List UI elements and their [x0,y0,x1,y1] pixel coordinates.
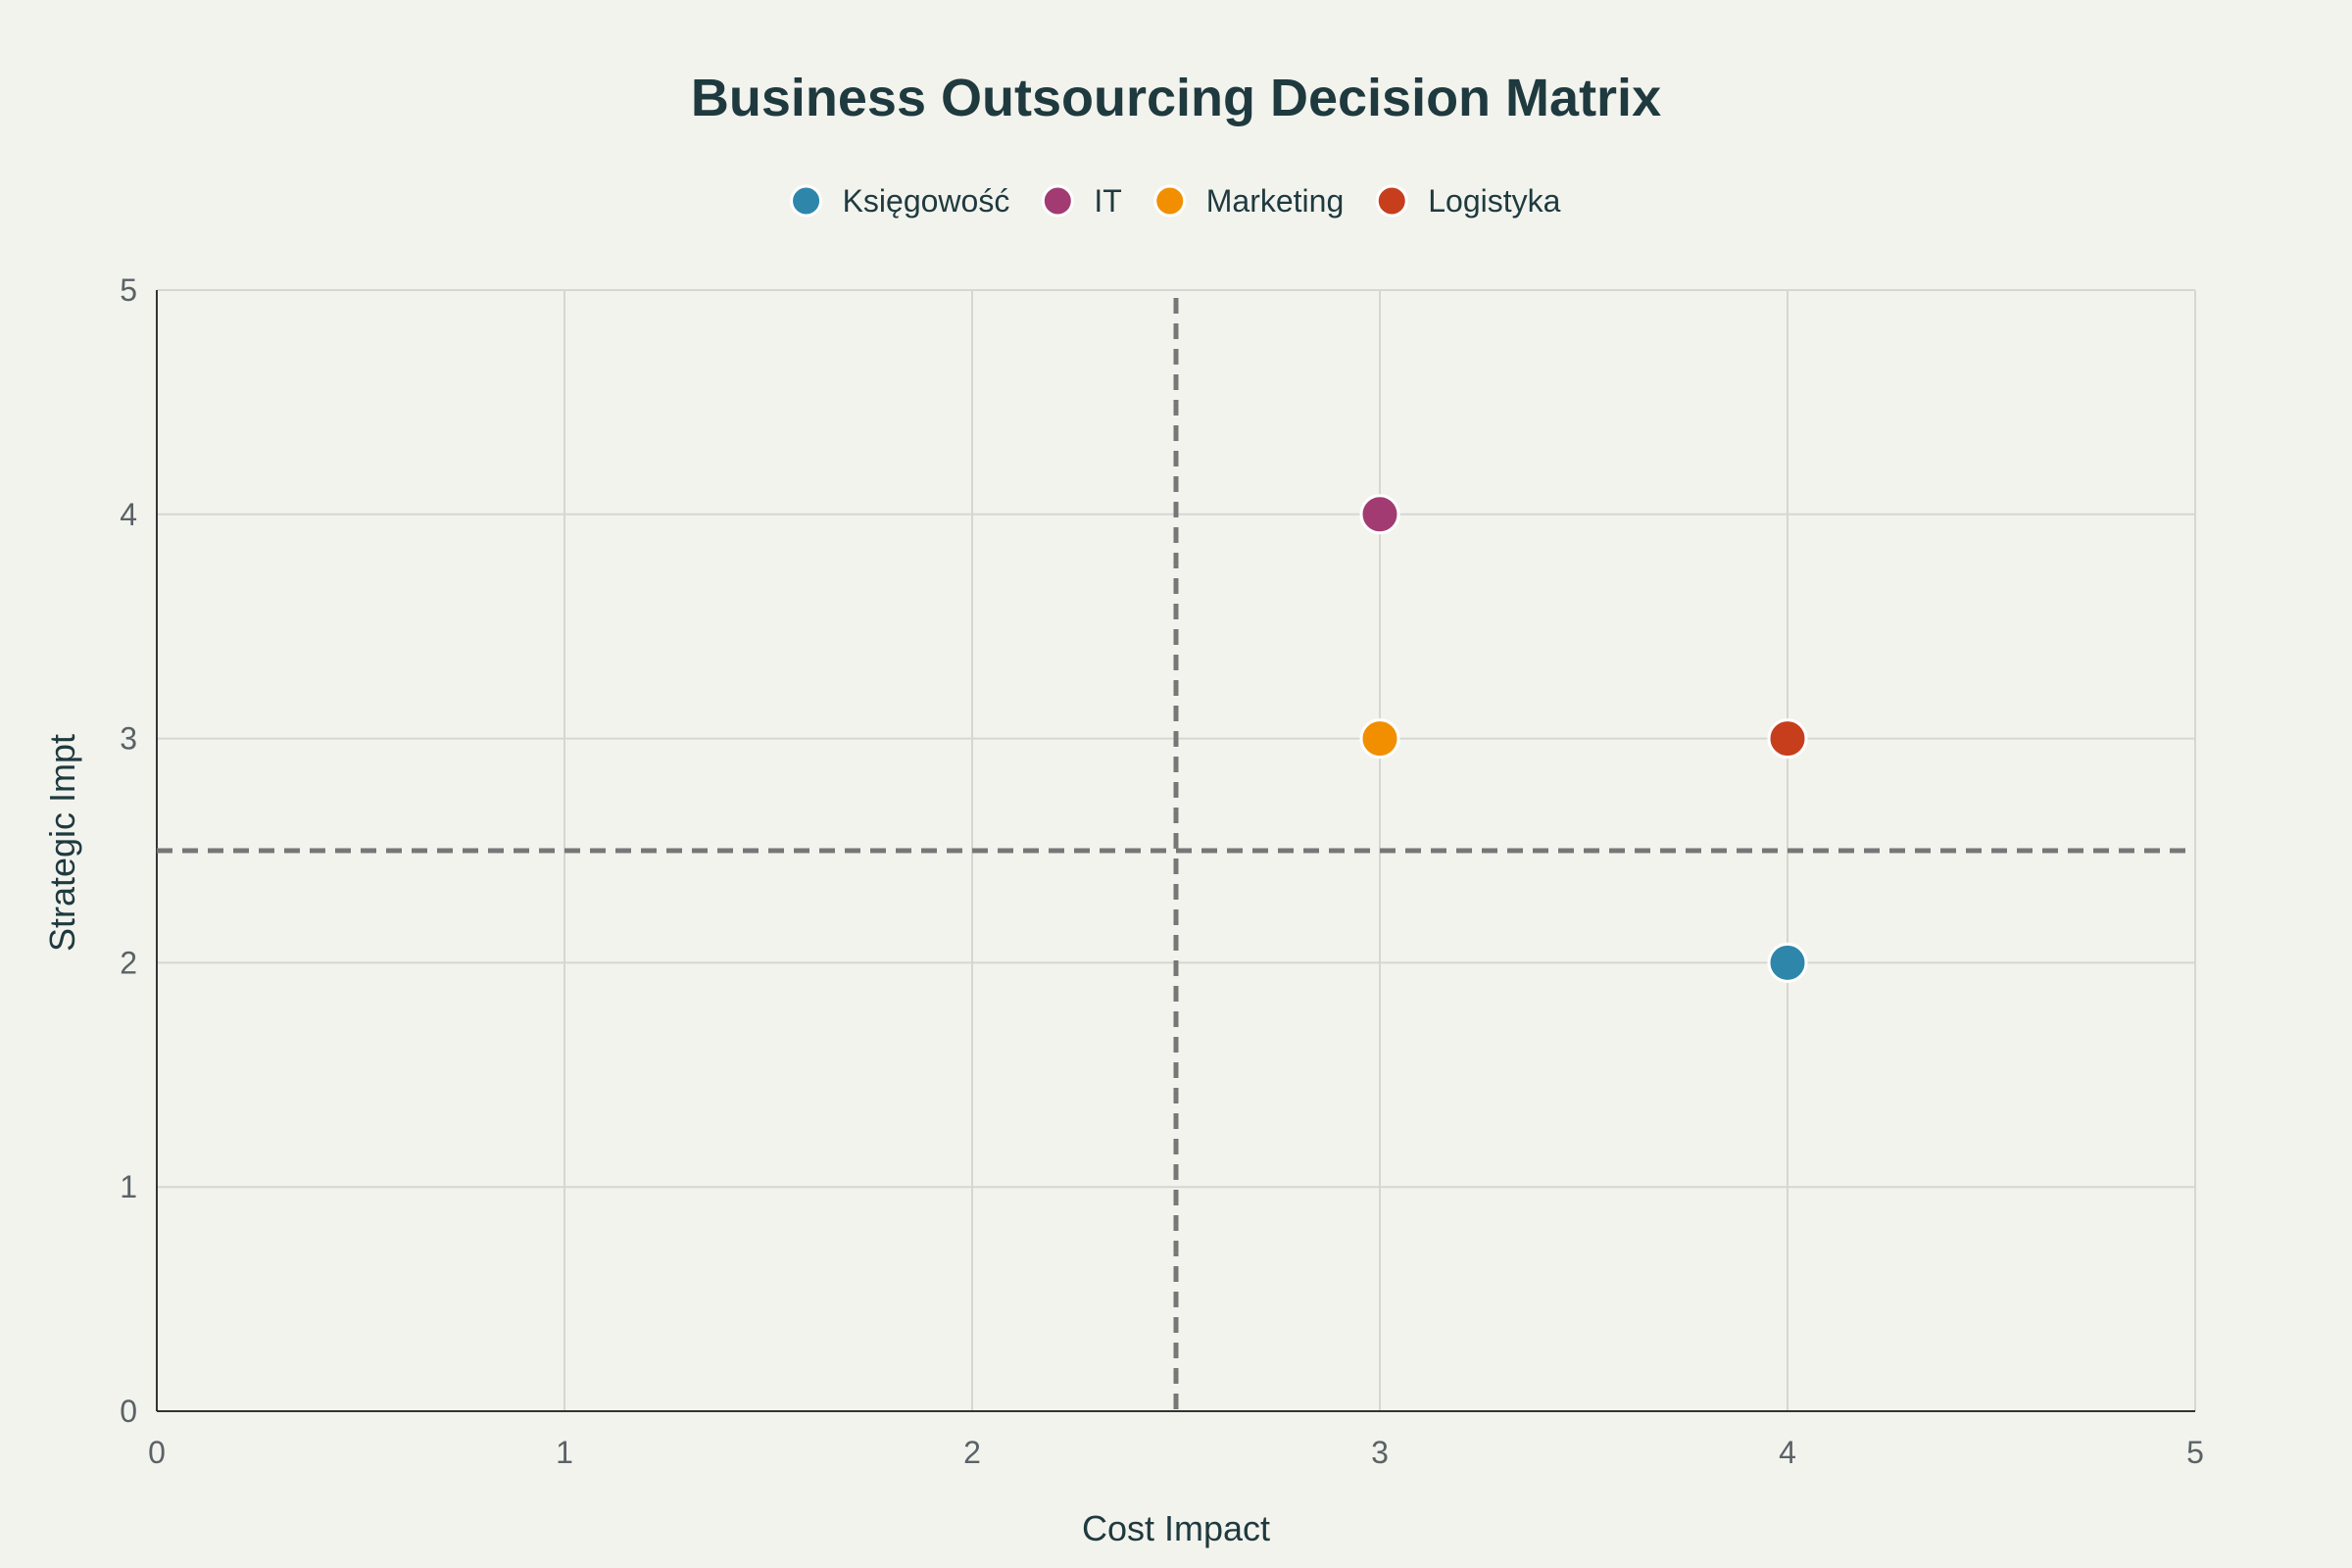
y-tick-label: 2 [120,945,137,980]
legend-label: Księgowość [843,183,1010,219]
x-tick-label: 5 [2186,1435,2204,1470]
tick-labels: 0 1 2 3 4 5 0 1 2 3 4 5 [120,272,2204,1470]
data-points [1359,494,1808,983]
x-tick-label: 3 [1371,1435,1389,1470]
data-point [1359,494,1400,535]
thresholds [157,298,2195,1411]
legend-label: Logistyka [1428,183,1560,219]
legend-item: Księgowość [790,183,1010,219]
legend-marker [790,184,823,218]
legend-item: Logistyka [1375,183,1561,219]
legend-marker [1153,184,1187,218]
x-tick-label: 4 [1779,1435,1796,1470]
y-axis-title: Strategic Impt [42,734,82,952]
x-tick-label: 0 [148,1435,166,1470]
x-tick-label: 1 [556,1435,573,1470]
legend-label: IT [1094,183,1121,219]
y-tick-label: 0 [120,1394,137,1429]
y-tick-label: 5 [120,272,137,308]
data-point [1359,718,1400,760]
data-point [1767,718,1808,760]
legend-marker [1041,184,1074,218]
x-axis-title: Cost Impact [1082,1508,1270,1548]
data-point [1767,942,1808,983]
legend: Księgowość IT Marketing Logistyka [790,183,1561,219]
y-tick-label: 3 [120,721,137,757]
legend-label: Marketing [1206,183,1345,219]
y-tick-label: 4 [120,497,137,532]
legend-marker [1375,184,1408,218]
x-tick-label: 2 [963,1435,981,1470]
legend-item: Marketing [1153,183,1345,219]
chart-title: Business Outsourcing Decision Matrix [691,69,1661,127]
y-tick-label: 1 [120,1169,137,1204]
legend-item: IT [1041,183,1122,219]
